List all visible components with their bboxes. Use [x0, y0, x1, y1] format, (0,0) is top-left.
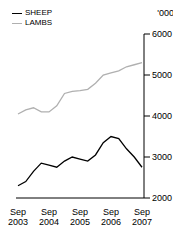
svg-text:Sep2005: Sep2005 [70, 207, 90, 227]
svg-text:Sep2003: Sep2003 [8, 207, 28, 227]
html-text:'000: '000 [157, 8, 174, 18]
svg-text:6000: 6000 [152, 29, 172, 39]
svg-text:Sep2006: Sep2006 [101, 207, 121, 227]
svg-text:5000: 5000 [152, 70, 172, 80]
svg-text:Sep2004: Sep2004 [39, 207, 59, 227]
html-text:LAMBS: LAMBS [25, 18, 53, 27]
svg-text:Sep2007: Sep2007 [132, 207, 152, 227]
svg-text:3000: 3000 [152, 152, 172, 162]
svg-text:4000: 4000 [152, 111, 172, 121]
html-text:SHEEP: SHEEP [25, 8, 53, 17]
svg-text:2000: 2000 [152, 193, 172, 203]
